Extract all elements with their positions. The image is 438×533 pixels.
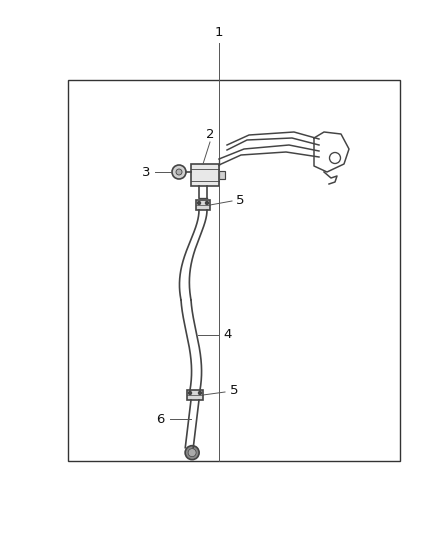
Circle shape [198, 392, 201, 394]
Text: 5: 5 [236, 193, 244, 206]
Text: 3: 3 [142, 166, 150, 179]
Circle shape [198, 201, 201, 205]
Text: 6: 6 [156, 413, 164, 425]
Text: 4: 4 [224, 328, 232, 342]
Circle shape [172, 165, 186, 179]
Circle shape [329, 152, 340, 164]
Bar [187, 390, 203, 400]
Circle shape [176, 169, 182, 175]
Bar [196, 200, 210, 210]
Circle shape [188, 449, 196, 457]
Circle shape [185, 446, 199, 459]
Bar [219, 171, 225, 179]
Bar [191, 164, 219, 186]
Circle shape [188, 392, 191, 394]
Bar [68, 80, 400, 461]
Text: 1: 1 [215, 27, 223, 39]
Text: 2: 2 [206, 128, 214, 141]
Text: 5: 5 [230, 384, 238, 398]
Circle shape [205, 201, 208, 205]
